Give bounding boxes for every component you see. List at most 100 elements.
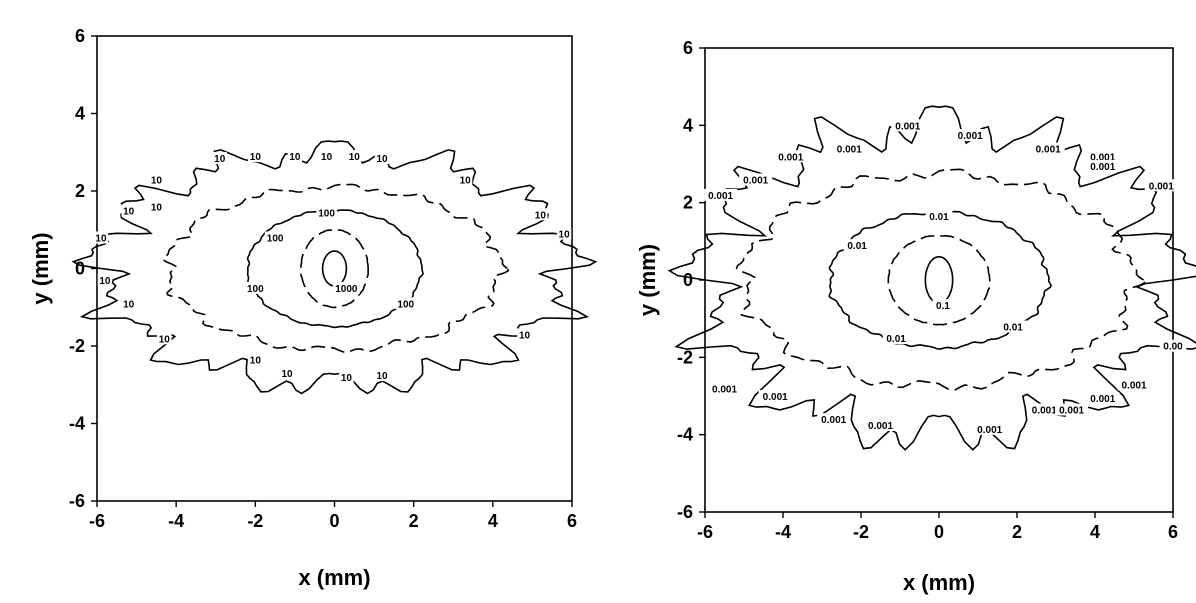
- y-tick-label: 4: [683, 115, 693, 135]
- contour-label: 0.001: [1059, 406, 1084, 417]
- contour-label: 10: [341, 373, 353, 384]
- contour-label-bg: [882, 332, 910, 344]
- x-axis: -6 -4 -2 0 2 4 6: [697, 512, 1178, 542]
- contour-label-bg: [332, 281, 360, 294]
- contour-label: 10: [151, 175, 163, 186]
- contour-label: 10: [250, 152, 262, 163]
- contour-label-bg: [212, 152, 227, 165]
- y-tick-label: -2: [677, 347, 693, 367]
- plot-frame: [704, 47, 1174, 513]
- contour-label: 0.001: [1090, 394, 1115, 405]
- y-tick-label: -6: [69, 491, 85, 511]
- contour-label-bg: [1055, 403, 1089, 416]
- contour-label: 1000: [335, 284, 358, 295]
- contour-label-bg: [319, 150, 334, 163]
- y-axis-label: y (mm): [635, 244, 660, 316]
- contour-label: 10: [250, 356, 262, 367]
- contour-level-1: [162, 183, 510, 353]
- contour-label: 0.001: [712, 384, 737, 395]
- contour-level-4: [321, 250, 348, 287]
- contour-label: 0.001: [821, 415, 846, 426]
- y-tick-label: 2: [683, 193, 693, 213]
- contour-label: 10: [535, 210, 547, 221]
- contour-label-bg: [157, 332, 172, 345]
- contour-level-2: [828, 210, 1052, 350]
- contour-label-bg: [1086, 391, 1120, 404]
- y-tick-label: 6: [75, 26, 85, 46]
- contour-label-bg: [999, 320, 1027, 333]
- contour-label: 0.001: [778, 152, 803, 163]
- y-tick-label: 2: [75, 181, 85, 201]
- contour-label: 0.001: [837, 145, 862, 156]
- contour-labels: 10 10 10 10 10 10 10 10 10 10 10 10 10 10 10 10 10 10 10 10…: [93, 150, 572, 384]
- contour-label: 0.1: [936, 301, 950, 312]
- contour-label: 10: [376, 371, 388, 382]
- contour-label: 100: [318, 208, 335, 219]
- contour-label: 10: [289, 152, 301, 163]
- contour-label: 10: [349, 152, 361, 163]
- x-axis: -6 -4 -2 0 2 4 6: [89, 501, 577, 531]
- x-tick-label: 6: [1168, 522, 1178, 542]
- x-tick-label: 0: [934, 522, 944, 542]
- contour-label-bg: [891, 119, 925, 132]
- contour-label-bg: [1031, 142, 1065, 155]
- x-tick-label: -6: [89, 511, 105, 531]
- contour-label-bg: [953, 129, 987, 141]
- contour-label-bg: [347, 150, 362, 163]
- contour-label: 0.001: [868, 421, 893, 432]
- contour-labels: 0.001 0.001 0.001 0.001 0.001 0.001 0.001 0.001…: [704, 119, 1187, 436]
- contour-label-bg: [704, 188, 738, 201]
- contour-label: 10: [123, 206, 135, 217]
- contour-lines: [71, 140, 598, 395]
- contour-label-bg: [739, 173, 773, 186]
- contour-label-bg: [287, 150, 303, 163]
- contour-label-bg: [121, 297, 136, 310]
- x-tick-label: -6: [697, 522, 713, 542]
- x-tick-label: -4: [168, 511, 184, 531]
- contour-label-bg: [843, 239, 871, 252]
- chart-right: 0.001 0.001 0.001 0.001 0.001 0.001 0.001 0.001…: [635, 38, 1196, 595]
- contour-label: 10: [281, 369, 293, 380]
- contour-label: 0.001: [743, 175, 768, 186]
- contour-level-3: [300, 228, 370, 309]
- contour-label-bg: [248, 150, 263, 163]
- y-tick-label: 4: [75, 104, 85, 124]
- contour-label-bg: [817, 413, 851, 426]
- y-axis: -6 -4 -2 0 2 4 6: [69, 26, 97, 511]
- contour-label-bg: [457, 173, 473, 186]
- contour-label-bg: [395, 297, 417, 310]
- contour-label-bg: [1159, 339, 1187, 352]
- contour-label-bg: [1117, 378, 1151, 391]
- y-tick-label: -4: [677, 425, 693, 445]
- chart-left: 10 10 10 10 10 10 10 10 10 10 10 10 10 10 10 10 10 10 10 10…: [28, 26, 598, 590]
- contour-label: 10: [376, 154, 388, 165]
- y-tick-label: -4: [69, 414, 85, 434]
- y-tick-label: -6: [677, 502, 693, 522]
- contour-label-bg: [1144, 179, 1178, 192]
- x-tick-label: 2: [409, 511, 419, 531]
- y-tick-label: 0: [683, 270, 693, 290]
- contour-label: 0.001: [708, 191, 733, 202]
- contour-label: 0.001: [895, 121, 920, 132]
- contour-label-bg: [279, 367, 295, 380]
- contour-label-bg: [316, 206, 337, 219]
- contour-label: 10: [99, 276, 111, 287]
- x-tick-label: 4: [1090, 522, 1100, 542]
- contour-level-3: [887, 234, 991, 326]
- contour-label: 0.001: [1149, 181, 1174, 192]
- x-axis-label: x (mm): [298, 565, 370, 590]
- contour-label-bg: [533, 208, 548, 221]
- contour-label: 10: [460, 175, 472, 186]
- contour-label: 0.01: [1003, 322, 1023, 333]
- contour-label: 0.001: [958, 131, 983, 142]
- x-tick-label: 6: [567, 511, 577, 531]
- contour-label-bg: [339, 371, 354, 383]
- plot-frame: [96, 35, 573, 502]
- contour-label-bg: [774, 150, 808, 163]
- contour-label-bg: [93, 231, 109, 244]
- contour-label: 0.001: [977, 425, 1002, 436]
- y-tick-label: 0: [75, 259, 85, 279]
- contour-label: 10: [159, 334, 171, 345]
- y-axis-label: y (mm): [28, 232, 53, 304]
- contour-label: 0.001: [763, 392, 788, 403]
